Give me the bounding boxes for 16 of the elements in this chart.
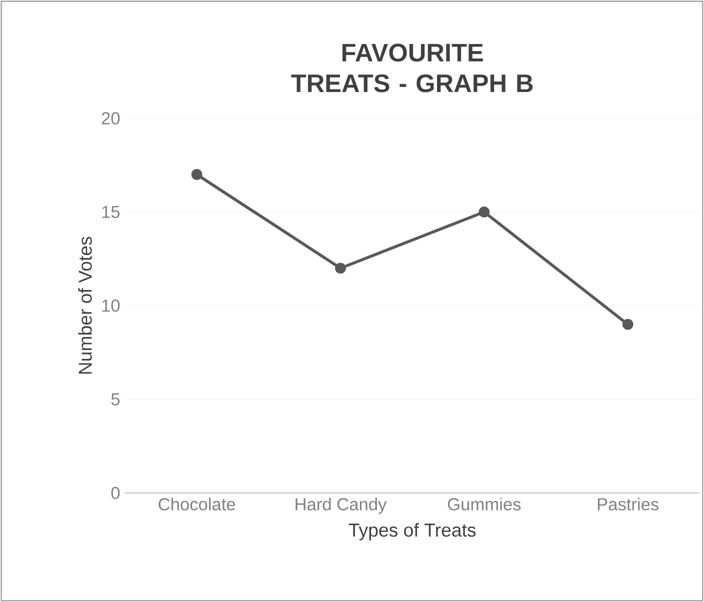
y-tick-label: 15: [102, 206, 120, 218]
y-tick-label: 20: [102, 112, 120, 124]
x-tick-label: Chocolate: [158, 498, 236, 510]
point: [335, 262, 346, 274]
y-tick-label: 5: [111, 393, 120, 406]
x-tick-label: Hard Candy: [296, 498, 387, 514]
point: [622, 318, 634, 330]
chart-title: FAVOURITE TREATS - GRAPH B: [291, 44, 533, 92]
y-tick-label: 0: [111, 486, 120, 500]
point: [191, 169, 202, 180]
x-axis-title: Types of Treats: [348, 523, 476, 540]
y-tick-label: 10: [102, 300, 120, 312]
x-tick-label: Pastries: [598, 498, 659, 510]
y-axis-title: Number of Votes: [78, 236, 92, 374]
point: [478, 206, 490, 218]
x-tick-label: Gummies: [448, 498, 521, 510]
